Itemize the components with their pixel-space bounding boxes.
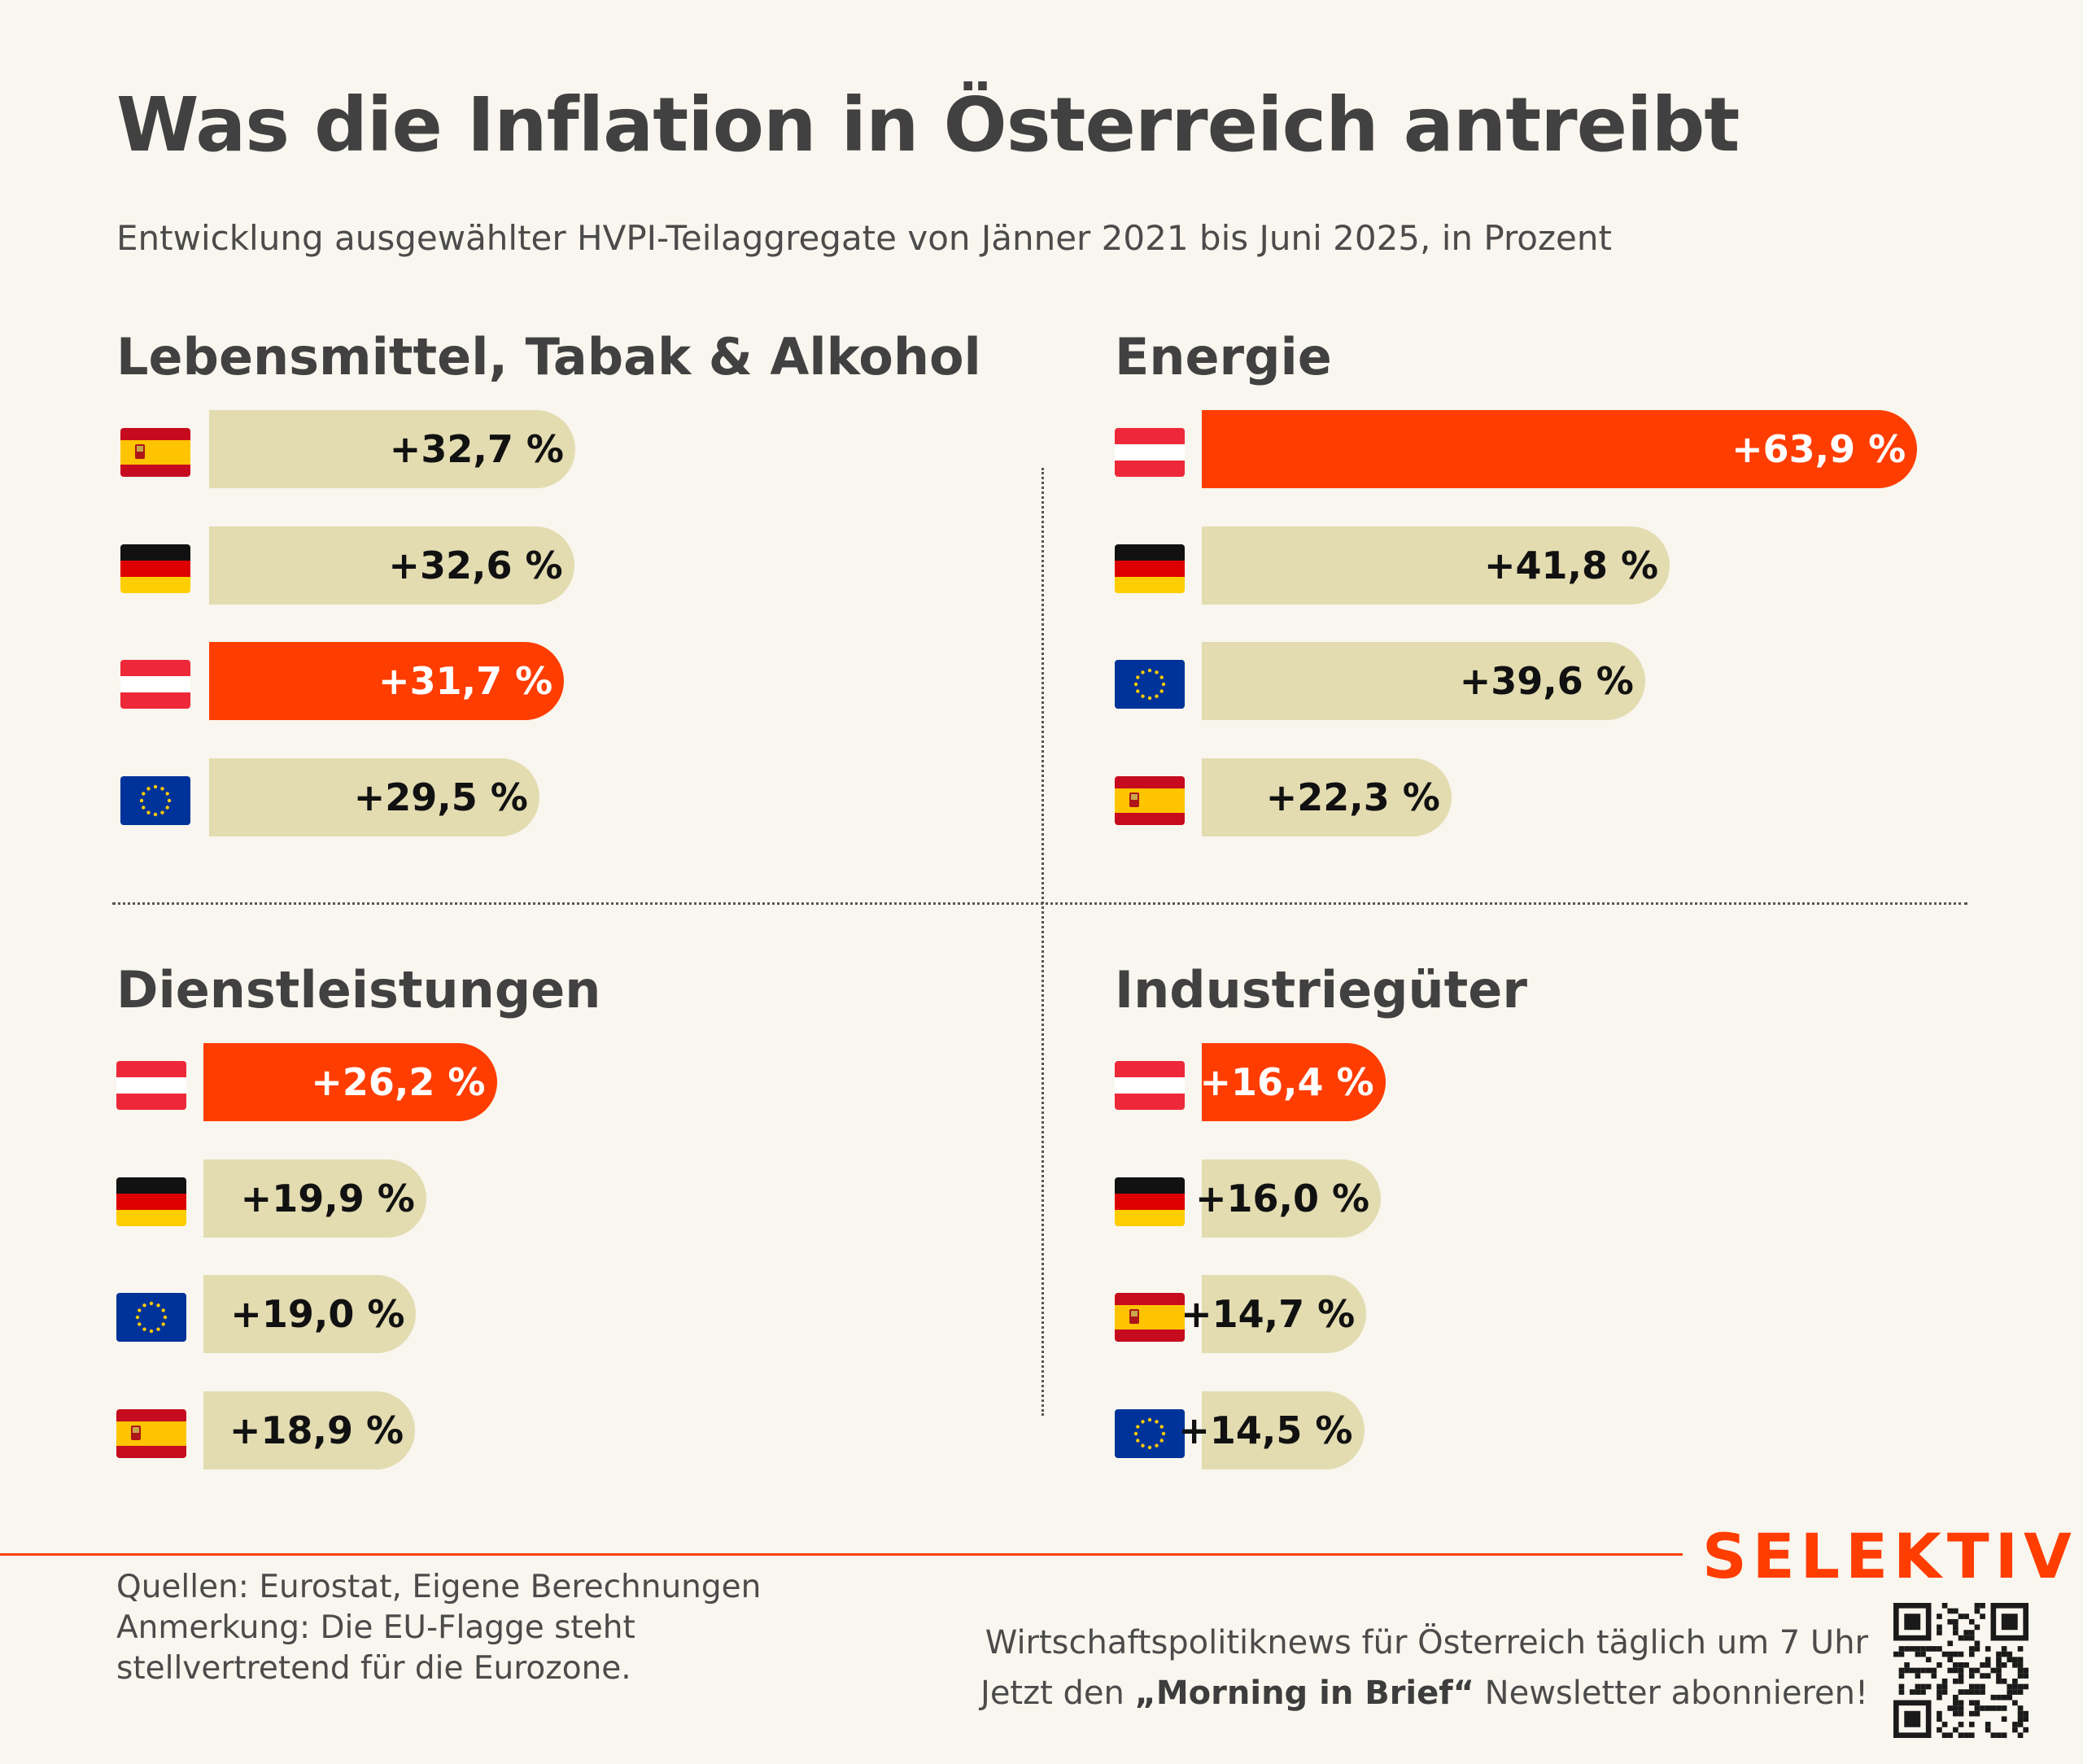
bar-eu: +29,5 % <box>209 758 539 836</box>
note-line-2: stellvertretend für die Eurozone. <box>116 1650 631 1687</box>
note-line-1: Anmerkung: Die EU-Flagge steht <box>116 1609 635 1646</box>
flag-de-icon <box>1115 544 1185 593</box>
flag-de-icon <box>116 1177 186 1226</box>
bar-es: +14,7 % <box>1181 1275 1367 1353</box>
bar-row-at: +31,7 % <box>120 642 565 720</box>
bar-eu: +14,5 % <box>1178 1391 1365 1469</box>
bar-de: +19,9 % <box>203 1159 426 1238</box>
bar-row-at: +26,2 % <box>116 1043 497 1121</box>
panel-title: Lebensmittel, Tabak & Alkohol <box>116 327 981 386</box>
flag-es-icon <box>1115 1293 1185 1342</box>
bar-es: +22,3 % <box>1202 758 1452 836</box>
bar-es: +18,9 % <box>203 1391 416 1469</box>
bar-value-label: +19,9 % <box>240 1176 415 1220</box>
panel-title: Industriegüter <box>1115 960 1527 1020</box>
promo-newsletter-name: „Morning in Brief“ <box>1134 1674 1474 1712</box>
bar-row-at: +16,4 % <box>1115 1043 1386 1121</box>
bar-es: +32,7 % <box>209 410 575 488</box>
bar-row-at: +63,9 % <box>1115 410 1918 488</box>
bar-value-label: +31,7 % <box>378 659 553 703</box>
flag-at-icon <box>1115 428 1185 477</box>
bar-value-label: +18,9 % <box>229 1408 404 1452</box>
bar-row-eu: +39,6 % <box>1115 642 1645 720</box>
bar-value-label: +16,0 % <box>1195 1176 1370 1220</box>
bar-value-label: +29,5 % <box>353 775 528 819</box>
promo-pre: Jetzt den <box>980 1674 1135 1712</box>
bar-de: +32,6 % <box>209 526 574 605</box>
bar-row-eu: +29,5 % <box>120 758 539 836</box>
bar-row-de: +41,8 % <box>1115 526 1670 605</box>
horizontal-divider <box>112 902 1967 905</box>
flag-de-icon <box>1115 1177 1185 1226</box>
flag-es-icon <box>120 428 190 477</box>
bar-eu: +39,6 % <box>1202 642 1645 720</box>
bar-value-label: +32,7 % <box>389 427 564 471</box>
footer-rule <box>0 1553 1683 1556</box>
promo-line-1: Wirtschaftspolitiknews für Österreich tä… <box>985 1624 1868 1661</box>
bar-value-label: +26,2 % <box>311 1060 486 1104</box>
bar-eu: +19,0 % <box>203 1275 417 1353</box>
flag-eu-icon <box>1115 660 1185 709</box>
bar-row-eu: +14,5 % <box>1115 1391 1365 1469</box>
bar-row-eu: +19,0 % <box>116 1275 417 1353</box>
bar-at: +16,4 % <box>1199 1043 1386 1121</box>
bar-value-label: +16,4 % <box>1199 1060 1374 1104</box>
flag-at-icon <box>1115 1061 1185 1110</box>
bar-at: +63,9 % <box>1202 410 1918 488</box>
flag-eu-icon <box>116 1293 186 1342</box>
bar-row-es: +22,3 % <box>1115 758 1452 836</box>
flag-at-icon <box>120 660 190 709</box>
panel-title: Energie <box>1115 327 1332 386</box>
flag-es-icon <box>116 1408 186 1458</box>
bar-de: +16,0 % <box>1195 1159 1382 1238</box>
bar-row-de: +16,0 % <box>1115 1159 1382 1238</box>
qr-code-icon[interactable] <box>1893 1603 2028 1738</box>
bar-value-label: +22,3 % <box>1265 775 1440 819</box>
bar-value-label: +39,6 % <box>1459 659 1634 703</box>
bar-value-label: +32,6 % <box>388 543 563 587</box>
bar-value-label: +14,5 % <box>1178 1408 1353 1452</box>
bar-value-label: +41,8 % <box>1484 543 1659 587</box>
flag-eu-icon <box>120 775 190 825</box>
bar-at: +31,7 % <box>209 642 565 720</box>
bar-value-label: +63,9 % <box>1731 427 1906 471</box>
bar-de: +41,8 % <box>1202 526 1670 605</box>
bar-row-de: +32,6 % <box>120 526 574 605</box>
sources-text: Quellen: Eurostat, Eigene Berechnungen <box>116 1569 762 1605</box>
flag-at-icon <box>116 1061 186 1110</box>
brand-logo: SELEKTIV <box>1702 1520 2077 1592</box>
panel-title: Dienstleistungen <box>116 960 601 1020</box>
bar-row-es: +14,7 % <box>1115 1275 1367 1353</box>
promo-post: Newsletter abonnieren! <box>1474 1674 1868 1712</box>
chart-subtitle: Entwicklung ausgewählter HVPI-Teilaggreg… <box>116 218 1612 258</box>
vertical-divider <box>1042 468 1044 1416</box>
bar-row-es: +32,7 % <box>120 410 575 488</box>
bar-row-es: +18,9 % <box>116 1391 416 1469</box>
promo-line-2[interactable]: Jetzt den „Morning in Brief“ Newsletter … <box>980 1674 1868 1712</box>
flag-es-icon <box>1115 775 1185 825</box>
bar-value-label: +19,0 % <box>230 1292 405 1336</box>
chart-title: Was die Inflation in Österreich antreibt <box>116 81 1740 168</box>
flag-de-icon <box>120 544 190 593</box>
bar-at: +26,2 % <box>203 1043 497 1121</box>
bar-row-de: +19,9 % <box>116 1159 426 1238</box>
flag-eu-icon <box>1115 1408 1185 1458</box>
bar-value-label: +14,7 % <box>1181 1292 1356 1336</box>
